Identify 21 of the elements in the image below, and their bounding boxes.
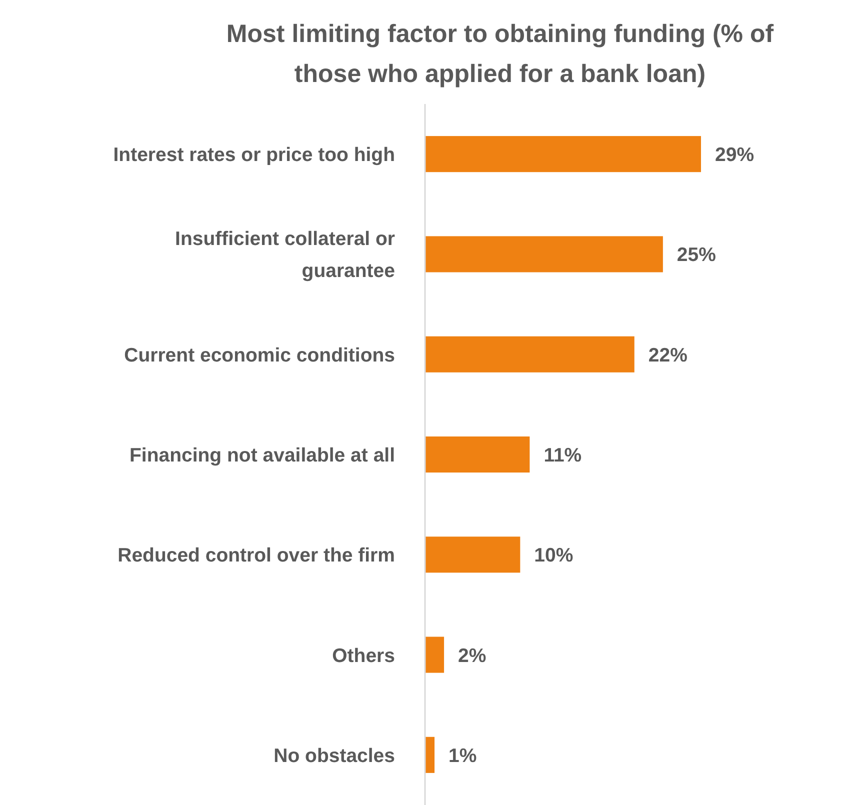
y-tick-label: Financing not available at all [130, 444, 395, 466]
data-label: 22% [648, 344, 688, 366]
chart-title: Most limiting factor to obtaining funding (% of those who applied for a bank loan) [226, 20, 774, 88]
y-tick-label: Current economic conditions [124, 344, 396, 366]
bar [425, 436, 530, 473]
data-label: 1% [448, 744, 477, 767]
data-label: 2% [458, 644, 486, 667]
data-label: 11% [544, 444, 582, 466]
data-label: 25% [676, 244, 716, 266]
y-tick-label: No obstacles [274, 744, 396, 767]
data-label: 10% [534, 544, 574, 567]
bar [425, 236, 663, 272]
data-label: 29% [715, 144, 754, 166]
y-tick-label: Others [332, 644, 396, 667]
y-tick-label: Interest rates or price too high [113, 144, 395, 166]
bar [425, 636, 444, 673]
y-tick-label: Insufficient collateral or guarantee [175, 228, 396, 282]
y-tick-label: Reduced control over the firm [118, 544, 395, 567]
bar [425, 536, 520, 573]
bar [425, 336, 634, 372]
bar [425, 136, 701, 172]
